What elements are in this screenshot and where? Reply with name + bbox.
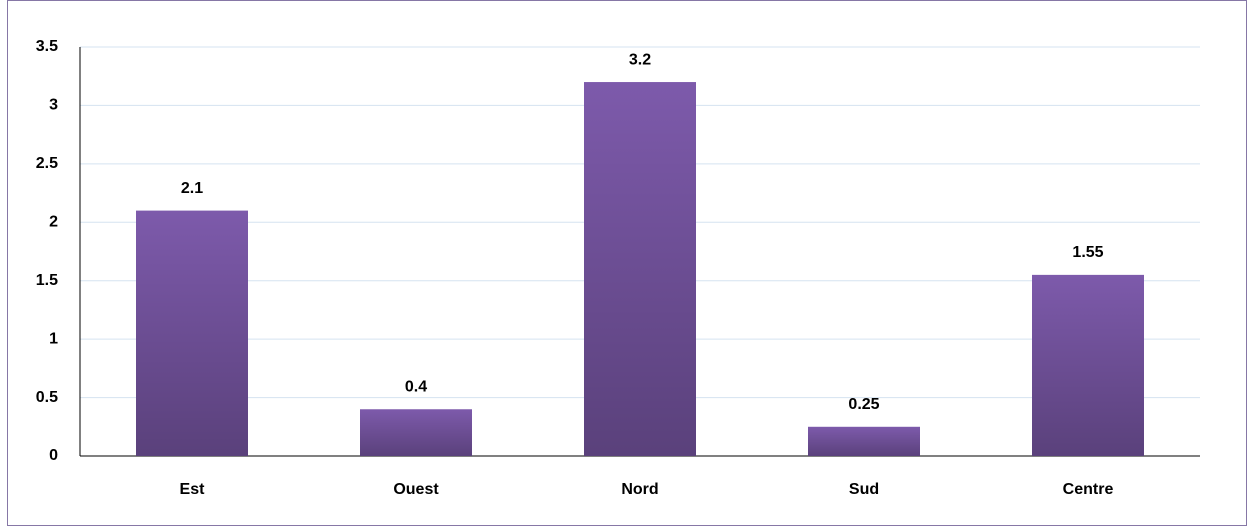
y-tick-label: 1.5: [36, 272, 58, 289]
bar: [360, 409, 472, 456]
data-label: 1.55: [1072, 244, 1103, 261]
data-label: 3.2: [629, 51, 651, 68]
bar: [584, 82, 696, 457]
y-tick-label: 2.5: [36, 155, 58, 172]
x-tick-label: Ouest: [393, 481, 439, 498]
y-tick-label: 2: [49, 214, 58, 231]
data-label: 0.25: [848, 396, 879, 413]
x-tick-label: Nord: [621, 481, 658, 498]
data-label: 2.1: [181, 180, 203, 197]
x-tick-label: Centre: [1063, 481, 1114, 498]
x-tick-label: Sud: [849, 481, 879, 498]
y-tick-label: 0.5: [36, 389, 58, 406]
bar: [136, 210, 248, 456]
y-tick-label: 3: [49, 97, 58, 114]
data-label: 0.4: [405, 378, 427, 395]
y-tick-label: 1: [49, 330, 58, 347]
bar: [808, 426, 920, 456]
y-tick-label: 0: [49, 447, 58, 464]
x-tick-label: Est: [180, 481, 206, 498]
y-tick-label: 3.5: [36, 38, 58, 55]
bar: [1032, 274, 1144, 456]
